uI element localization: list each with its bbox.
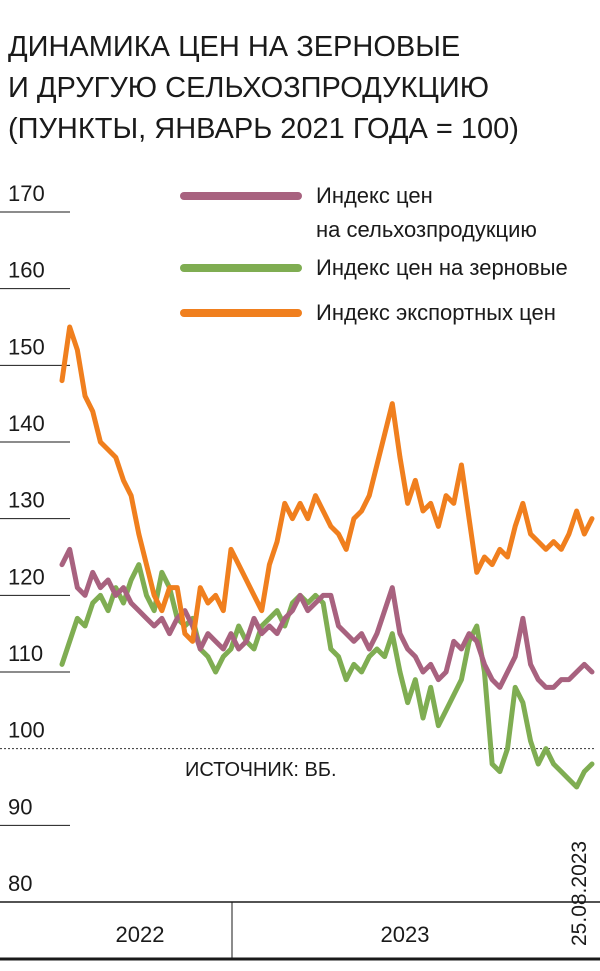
chart-title: ДИНАМИКА ЦЕН НА ЗЕРНОВЫЕ И ДРУГУЮ СЕЛЬХОЗ…: [8, 31, 519, 145]
period-label: 2023: [381, 922, 430, 947]
source-note: ИСТОЧНИК: ВБ.: [185, 759, 337, 781]
y-tick-label: 110: [8, 641, 43, 666]
y-tick-label: 80: [8, 871, 32, 896]
y-tick-label: 120: [8, 564, 45, 589]
y-tick-label: 140: [8, 411, 45, 436]
series-line: [59, 546, 595, 690]
series-line: [59, 562, 595, 790]
legend-label: Индекс цен на зерновые: [316, 255, 568, 280]
legend-label: Индекс экспортных цен: [316, 300, 556, 325]
series-line: [59, 324, 595, 644]
date-note: 25.08.2023: [568, 841, 591, 946]
legend-label: Индекс цен на сельхозпродукцию: [316, 183, 537, 242]
y-tick-label: 170: [8, 181, 45, 206]
y-tick-label: 160: [8, 258, 45, 283]
period-label: 2022: [116, 922, 165, 947]
y-tick-label: 100: [8, 718, 45, 743]
y-tick-label: 150: [8, 334, 45, 359]
y-tick-label: 130: [8, 488, 45, 513]
y-tick-label: 90: [8, 794, 32, 819]
